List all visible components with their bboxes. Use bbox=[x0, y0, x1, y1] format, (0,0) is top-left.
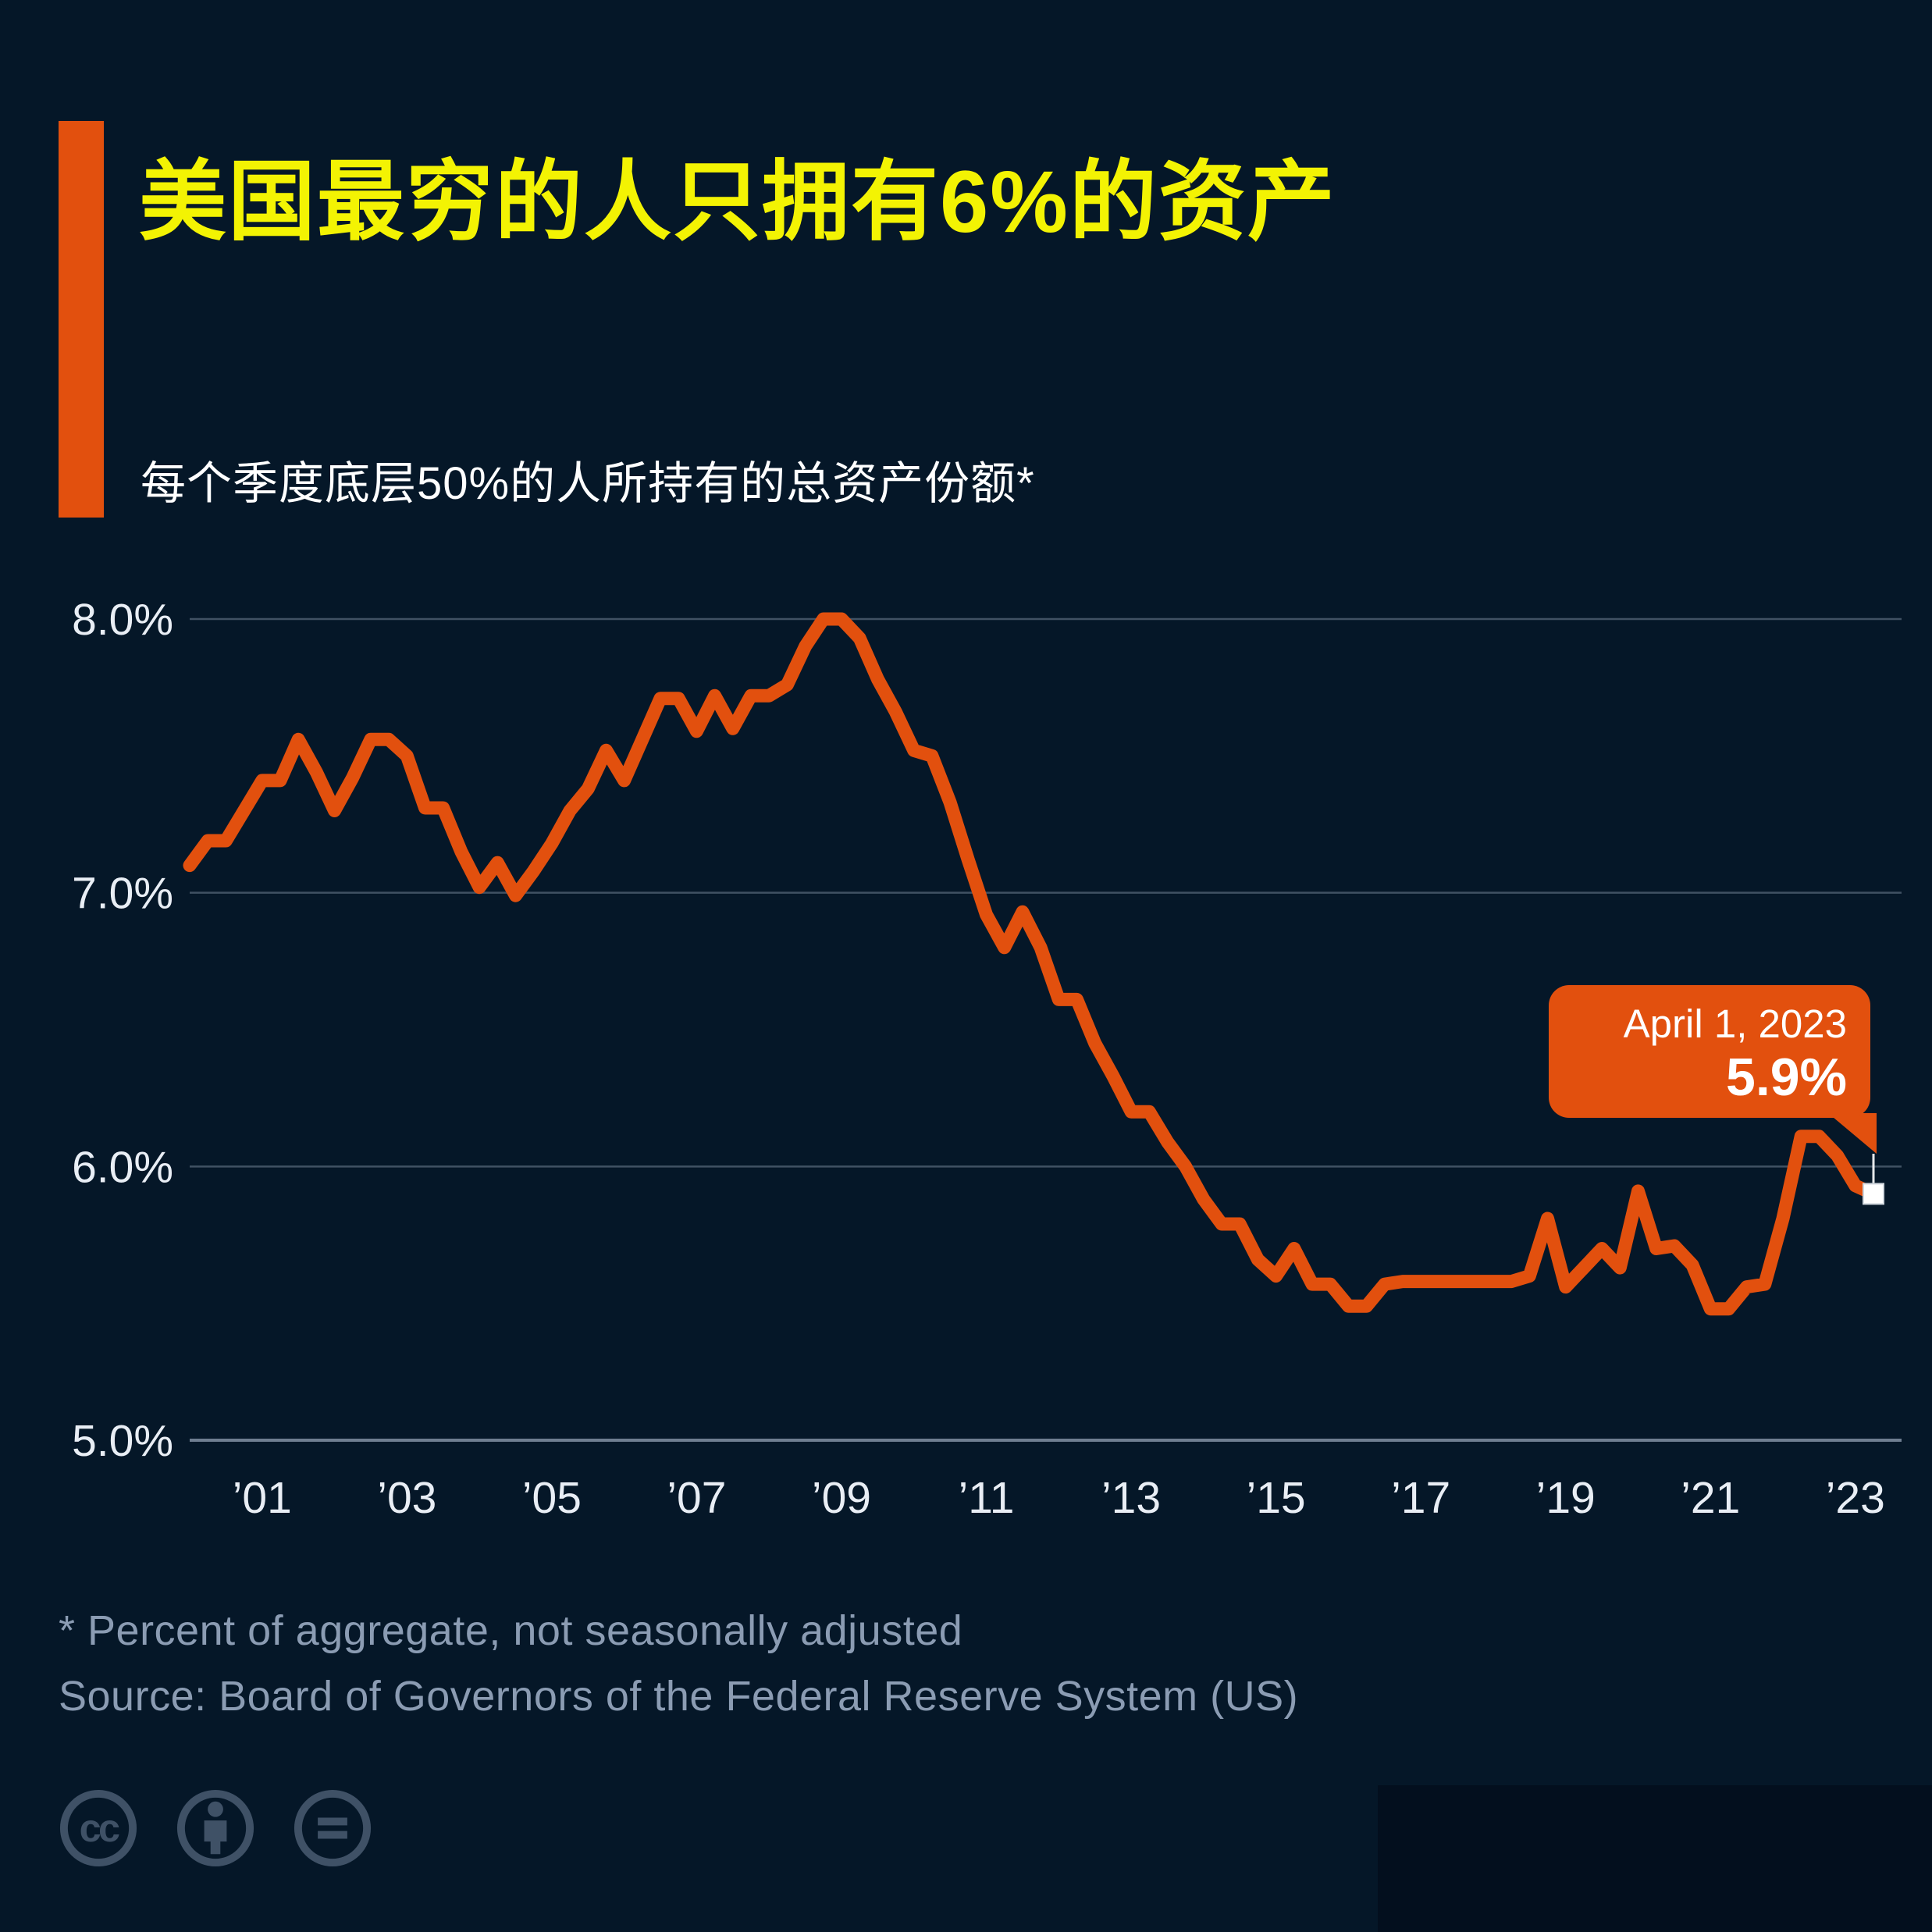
x-tick-label: ’09 bbox=[812, 1473, 871, 1523]
y-tick-label: 6.0% bbox=[72, 1142, 173, 1192]
x-tick-label: ’05 bbox=[522, 1473, 582, 1523]
license-icons: cc bbox=[56, 1786, 375, 1870]
cc-nd-icon[interactable] bbox=[290, 1786, 375, 1870]
x-tick-label: ’19 bbox=[1536, 1473, 1596, 1523]
footnote: * Percent of aggregate, not seasonally a… bbox=[59, 1607, 963, 1654]
watermark-block bbox=[1378, 1785, 1932, 1932]
x-tick-label: ’17 bbox=[1391, 1473, 1450, 1523]
cc-by-icon[interactable] bbox=[173, 1786, 258, 1870]
y-tick-label: 8.0% bbox=[72, 595, 173, 645]
cc-icon[interactable]: cc bbox=[56, 1786, 141, 1870]
tooltip-value: 5.9% bbox=[1726, 1048, 1847, 1108]
x-tick-label: ’15 bbox=[1247, 1473, 1306, 1523]
y-tick-label: 5.0% bbox=[72, 1416, 173, 1466]
data-tooltip: April 1, 2023 5.9% bbox=[1549, 985, 1870, 1119]
x-tick-label: ’01 bbox=[233, 1473, 292, 1523]
x-tick-label: ’03 bbox=[377, 1473, 436, 1523]
chart-subtitle: 每个季度底层50%的人所持有的总资产份额* bbox=[141, 458, 1035, 509]
y-tick-label: 7.0% bbox=[72, 869, 173, 919]
page-title: 美国最穷的人只拥有6%的资产 bbox=[139, 153, 1336, 251]
x-tick-label: ’23 bbox=[1826, 1473, 1885, 1523]
x-tick-label: ’11 bbox=[959, 1473, 1015, 1523]
source-line: Source: Board of Governors of the Federa… bbox=[59, 1673, 1299, 1720]
svg-text:cc: cc bbox=[80, 1806, 119, 1850]
x-tick-label: ’07 bbox=[667, 1473, 726, 1523]
last-point-marker[interactable] bbox=[1863, 1183, 1884, 1205]
data-line bbox=[183, 612, 1880, 1316]
tooltip-date: April 1, 2023 bbox=[1623, 1002, 1847, 1046]
accent-bar bbox=[59, 121, 104, 518]
tooltip-pointer bbox=[1828, 1113, 1877, 1154]
x-tick-label: ’21 bbox=[1681, 1473, 1740, 1523]
x-tick-label: ’13 bbox=[1101, 1473, 1161, 1523]
